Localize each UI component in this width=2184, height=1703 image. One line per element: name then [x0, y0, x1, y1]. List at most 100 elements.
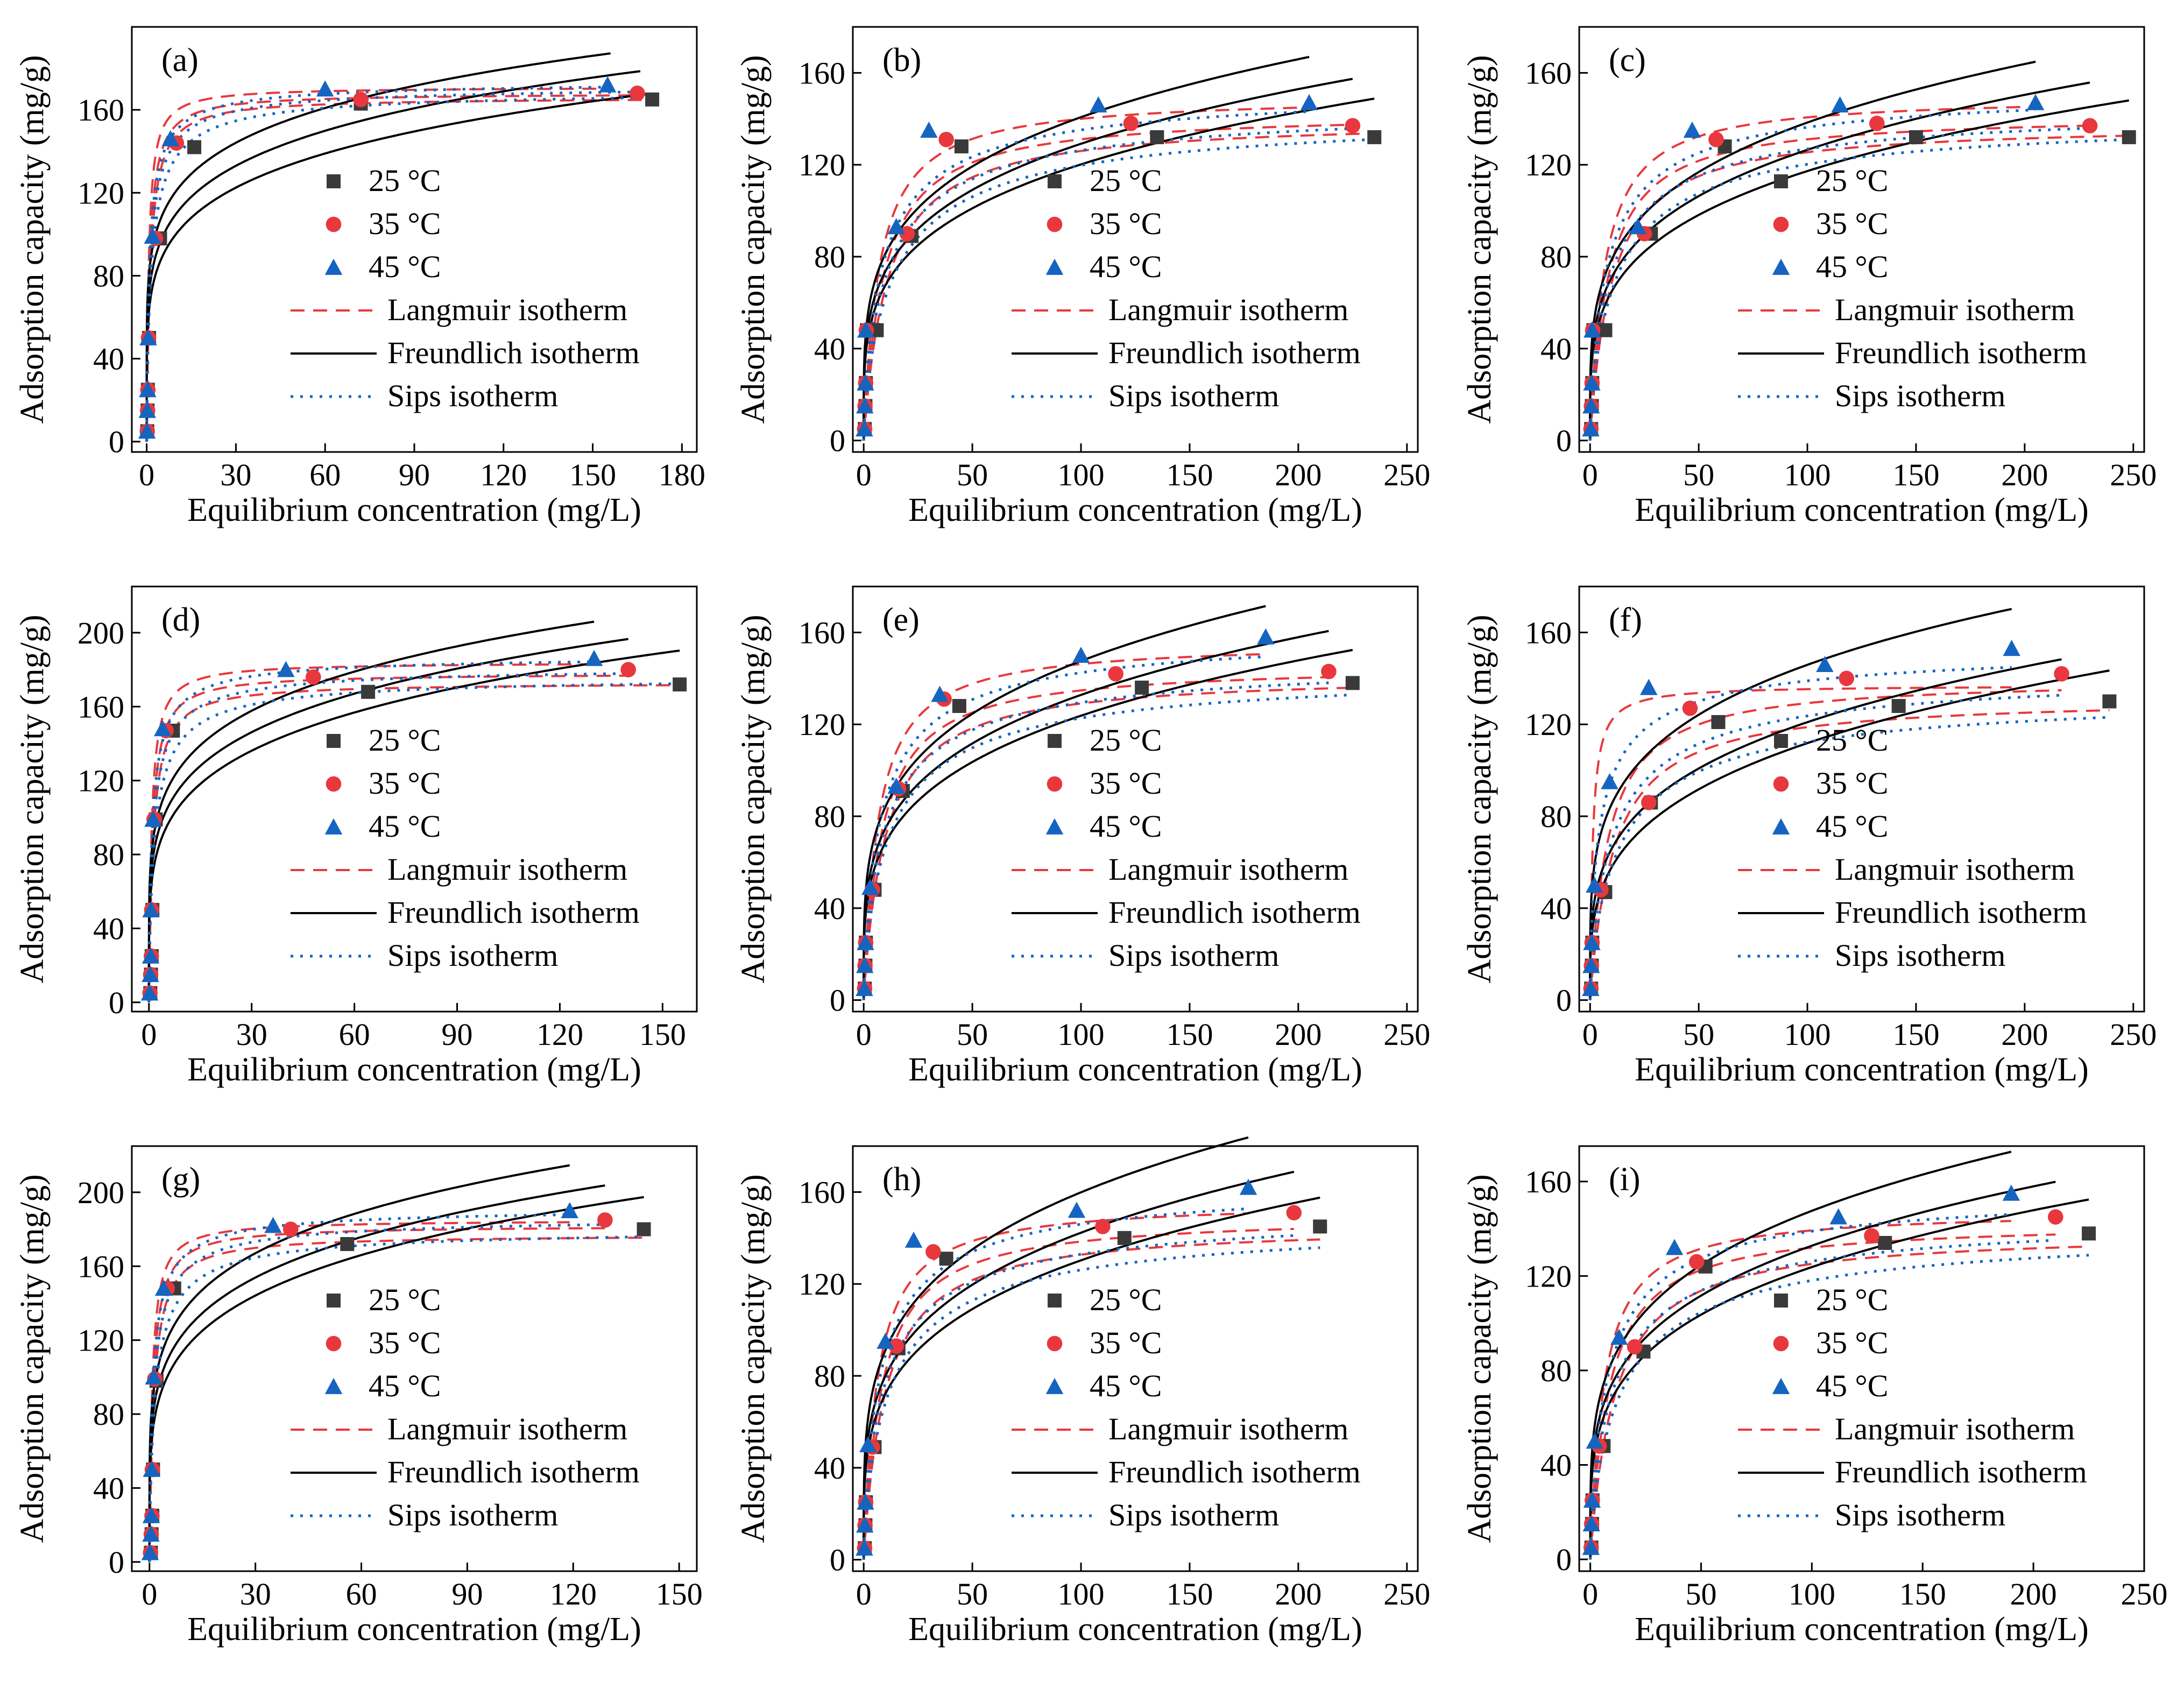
- data-point-triangle: [1583, 321, 1601, 338]
- sips-fit-line: [147, 672, 628, 1002]
- y-tick-label: 0: [830, 1543, 845, 1578]
- x-tick-label: 30: [236, 1017, 267, 1052]
- data-point-triangle: [857, 1493, 874, 1510]
- y-tick-label: 160: [798, 55, 845, 90]
- x-tick-label: 250: [2110, 457, 2157, 492]
- y-tick-label: 120: [798, 1267, 845, 1302]
- x-tick-label: 200: [1275, 1017, 1321, 1052]
- legend-label: Sips isotherm: [1108, 938, 1279, 973]
- data-point-triangle: [1582, 957, 1600, 973]
- x-tick-label: 200: [1275, 457, 1321, 492]
- legend-label: 45 °C: [1816, 1368, 1888, 1403]
- x-tick-label: 60: [309, 457, 341, 492]
- data-point-triangle: [1072, 646, 1090, 663]
- data-point-circle: [2054, 666, 2069, 682]
- data-point-triangle: [857, 934, 874, 950]
- x-tick-label: 250: [1383, 1577, 1430, 1612]
- legend-label: 35 °C: [1090, 766, 1162, 801]
- freundlich-fit-line: [863, 1170, 1295, 1560]
- data-point-square: [1909, 130, 1923, 144]
- panel-label: (g): [161, 1161, 200, 1198]
- data-point-triangle: [1257, 628, 1275, 645]
- data-point-triangle: [585, 649, 603, 666]
- x-tick-label: 100: [1058, 1017, 1105, 1052]
- data-point-circle: [1708, 131, 1724, 147]
- data-point-triangle: [142, 947, 160, 964]
- x-tick-label: 90: [451, 1577, 483, 1612]
- y-tick-label: 0: [109, 1545, 124, 1580]
- data-point-circle: [1108, 666, 1123, 682]
- y-tick-label: 0: [830, 983, 845, 1018]
- data-point-triangle: [139, 329, 157, 345]
- y-tick-label: 40: [814, 331, 845, 366]
- plot-frame: [1578, 26, 2145, 453]
- x-tick-label: 150: [1892, 1017, 1939, 1052]
- sips-fit-line: [1588, 108, 2036, 441]
- data-point-triangle: [1831, 96, 1849, 113]
- y-tick-label: 160: [77, 93, 124, 128]
- data-point-circle: [925, 1244, 941, 1260]
- legend-label: 25 °C: [369, 1282, 441, 1317]
- legend-label: 35 °C: [369, 206, 441, 241]
- data-point-triangle: [1665, 1239, 1684, 1255]
- sips-fit-line: [1589, 1213, 2012, 1560]
- data-point-triangle: [887, 778, 906, 794]
- data-point-triangle: [598, 76, 617, 93]
- data-point-triangle: [857, 321, 875, 338]
- data-point-square: [2122, 130, 2136, 144]
- data-point-triangle: [1582, 1515, 1600, 1532]
- y-tick-label: 160: [1525, 55, 1572, 90]
- data-point-triangle: [1639, 679, 1658, 695]
- x-axis-title: Equilibrium concentration (mg/L): [187, 492, 641, 528]
- y-tick-label: 80: [814, 239, 845, 274]
- data-point-triangle: [138, 401, 156, 418]
- data-point-square: [1345, 676, 1360, 690]
- x-tick-label: 100: [1784, 1017, 1831, 1052]
- data-point-triangle: [877, 1332, 894, 1349]
- x-tick-label: 90: [399, 457, 430, 492]
- freundlich-fit-line: [1589, 60, 2036, 441]
- legend-label: Langmuir isotherm: [387, 1411, 627, 1446]
- data-point-circle: [1641, 795, 1657, 810]
- langmuir-fit-line: [147, 663, 595, 1002]
- panel-b: 0 50 100 150 200 250 0 40 80 120 160 Equilibrium co…: [735, 26, 1430, 528]
- langmuir-fit-line: [1589, 686, 2012, 1000]
- legend-circle-marker: [1773, 1335, 1789, 1352]
- y-tick-label: 120: [1525, 707, 1572, 742]
- sips-fit-line: [862, 1207, 1249, 1560]
- freundlich-fit-line: [145, 70, 641, 442]
- legend-label: 45 °C: [369, 1368, 441, 1403]
- panel-label: (h): [882, 1161, 921, 1198]
- x-tick-label: 200: [2001, 1017, 2048, 1052]
- freundlich-fit-line: [863, 1136, 1249, 1560]
- sips-fit-line: [145, 96, 653, 442]
- data-point-square: [637, 1222, 651, 1236]
- data-point-circle: [283, 1221, 299, 1237]
- y-tick-label: 200: [77, 616, 124, 651]
- data-point-square: [1711, 715, 1726, 729]
- data-point-triangle: [1583, 934, 1601, 950]
- data-point-circle: [1095, 1219, 1111, 1234]
- langmuir-fit-line: [148, 1221, 570, 1562]
- legend-square-marker: [1774, 734, 1788, 748]
- data-point-square: [1150, 130, 1164, 144]
- x-axis-title: Equilibrium concentration (mg/L): [1635, 1611, 2089, 1648]
- data-point-triangle: [856, 1516, 874, 1533]
- data-point-triangle: [144, 810, 162, 827]
- legend: 25 °C 35 °C 45 °C Langmuir isotherm Freundli…: [291, 723, 640, 973]
- y-tick-label: 0: [1556, 1542, 1572, 1577]
- x-tick-label: 50: [957, 1017, 988, 1052]
- data-point-triangle: [1582, 1538, 1600, 1555]
- data-point-triangle: [1610, 1329, 1628, 1345]
- y-tick-label: 0: [1556, 983, 1572, 1018]
- data-point-square: [2102, 694, 2117, 709]
- data-point-circle: [1123, 116, 1139, 131]
- data-point-triangle: [904, 1231, 923, 1248]
- y-tick-label: 80: [93, 258, 124, 293]
- data-point-triangle: [857, 374, 874, 391]
- x-axis-title: Equilibrium concentration (mg/L): [187, 1611, 641, 1648]
- y-tick-label: 80: [814, 799, 845, 834]
- data-point-circle: [1839, 670, 1855, 687]
- sips-fit-line: [148, 1213, 570, 1562]
